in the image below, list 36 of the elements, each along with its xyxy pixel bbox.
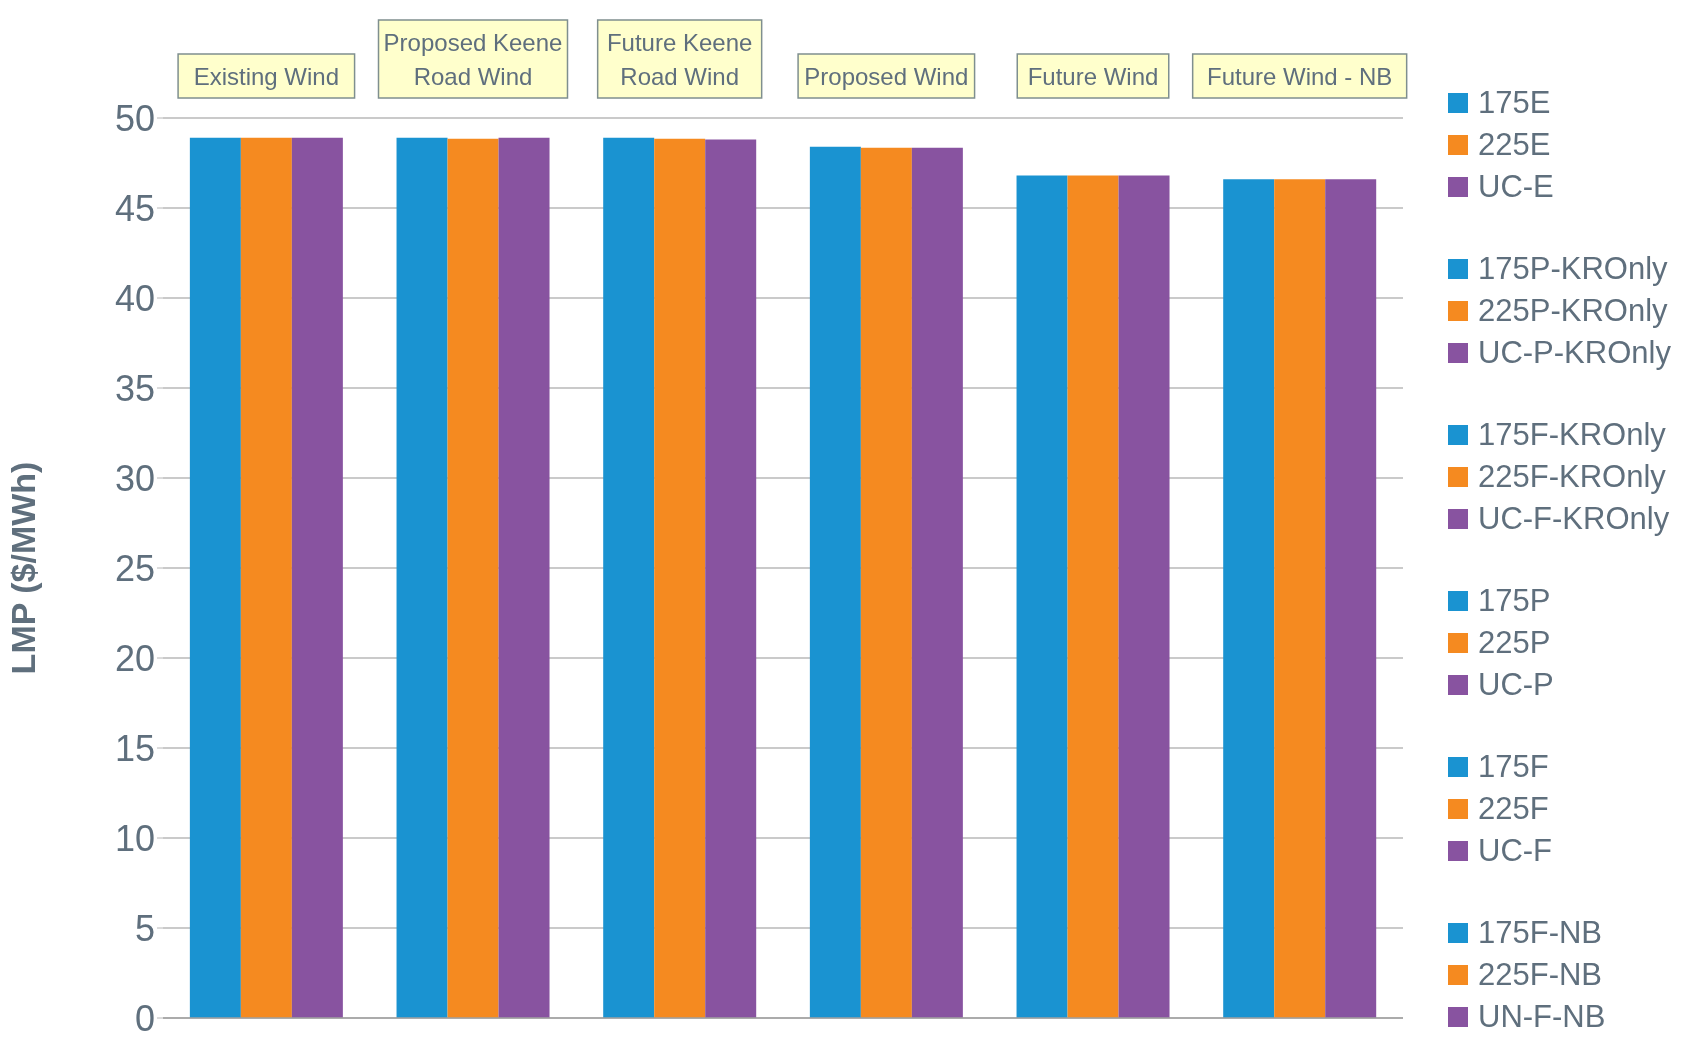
y-tick-label: 30 — [114, 457, 155, 499]
legend-label: 225P-KROnly — [1478, 293, 1668, 329]
legend-label: 175P-KROnly — [1478, 251, 1668, 287]
legend-label: UN-F-NB — [1478, 999, 1606, 1035]
y-tick-label: 15 — [114, 727, 155, 769]
y-tick-label: 45 — [114, 187, 155, 229]
x-tick-label: Future Wind - NB — [1206, 62, 1393, 90]
y-tick-label: 35 — [114, 367, 155, 409]
y-tick-label: 10 — [114, 817, 155, 859]
legend-label: UC-F-KROnly — [1478, 501, 1670, 537]
legend-label: 225F — [1478, 791, 1549, 827]
legend-label: 175F — [1478, 749, 1549, 785]
legend-label: UC-P — [1478, 667, 1554, 703]
x-tick-label: Existing Wind — [193, 62, 340, 90]
legend-label: UC-E — [1478, 169, 1554, 205]
legend-label: 225E — [1478, 127, 1551, 163]
legend-label: 175P — [1478, 583, 1551, 619]
legend-label: 225F-KROnly — [1478, 459, 1666, 495]
legend-label: 175E — [1478, 85, 1551, 121]
x-tick-label: Future Keene Road Wind — [606, 28, 753, 90]
y-tick-label: 5 — [134, 907, 155, 949]
legend-label: UC-F — [1478, 833, 1553, 869]
y-tick-label: 40 — [114, 277, 155, 319]
y-axis-title: LMP ($/MWh) — [4, 461, 43, 675]
y-tick-label: 20 — [114, 637, 155, 679]
legend-label: 225F-NB — [1478, 957, 1603, 993]
x-tick-label: Proposed Wind — [804, 62, 969, 90]
y-tick-label: 0 — [134, 997, 155, 1039]
legend-label: 175F-NB — [1478, 915, 1603, 951]
legend-label: 225P — [1478, 625, 1551, 661]
legend-label: UC-P-KROnly — [1478, 335, 1671, 371]
y-tick-label: 50 — [114, 97, 155, 139]
x-tick-label: Future Wind — [1027, 62, 1159, 90]
x-tick-label: Proposed Keene Road Wind — [383, 28, 563, 90]
legend-label: 175F-KROnly — [1478, 417, 1666, 453]
y-tick-label: 25 — [114, 547, 155, 589]
